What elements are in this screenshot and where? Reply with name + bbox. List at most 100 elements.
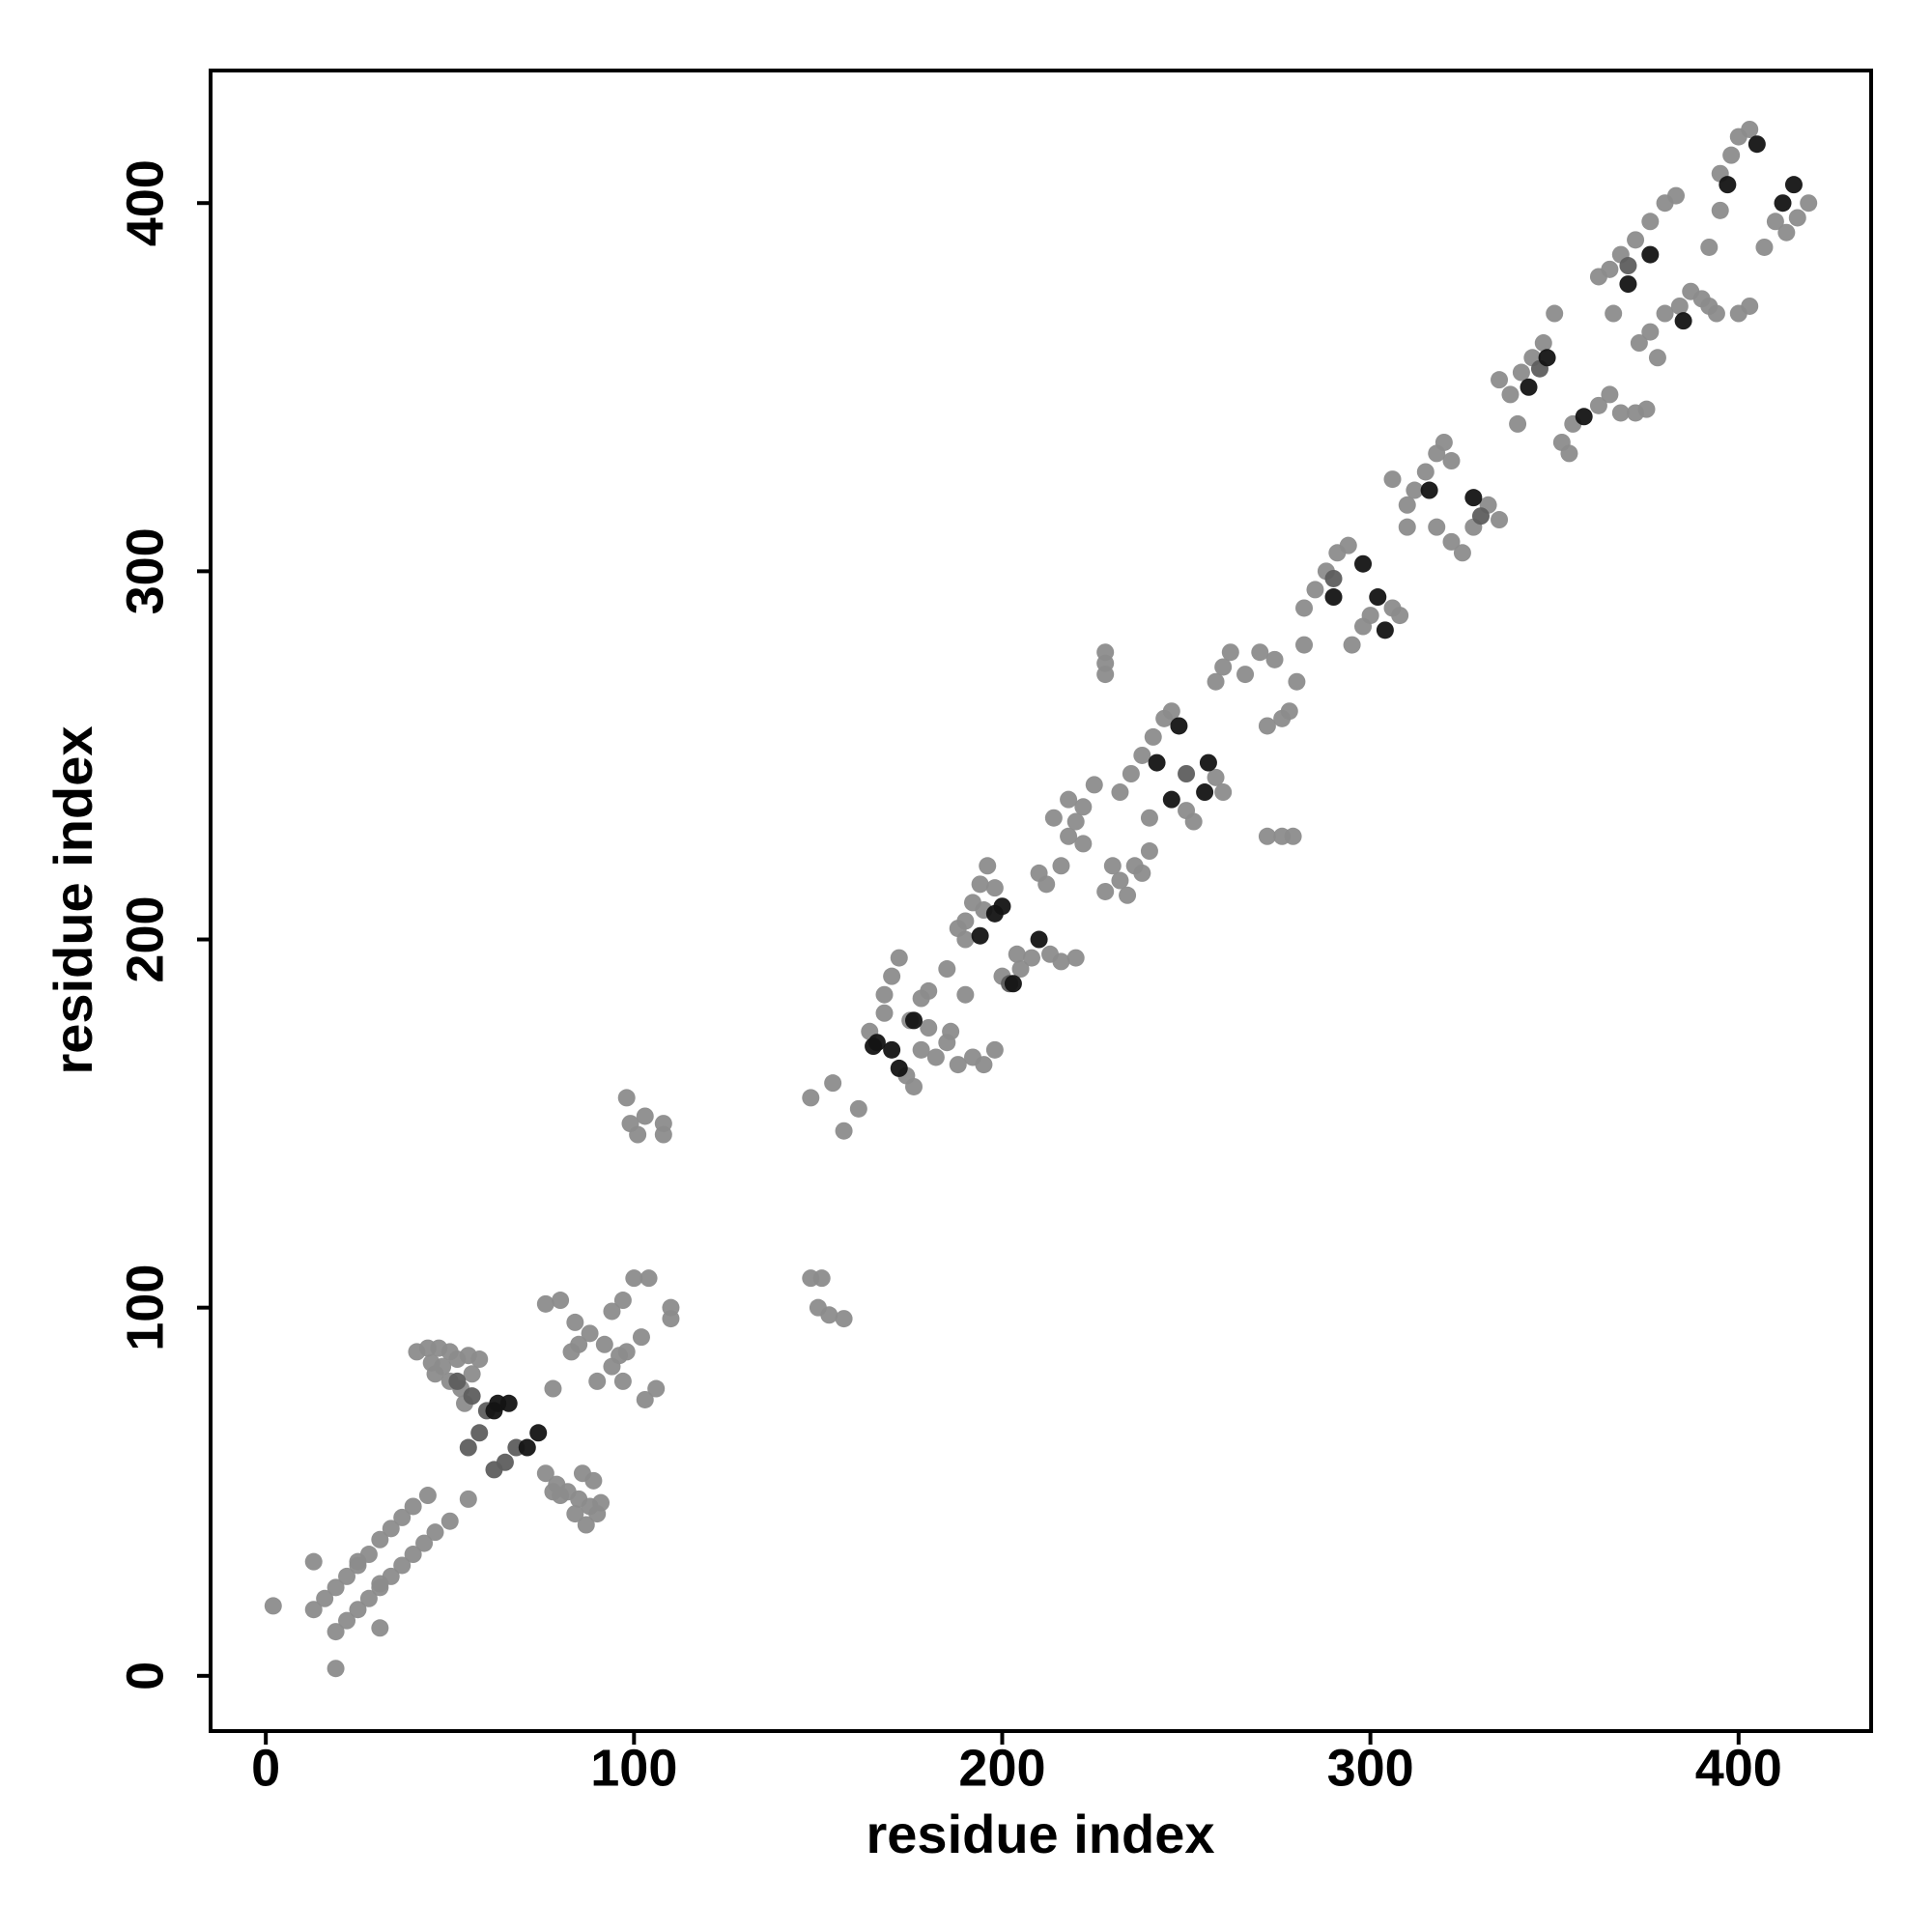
- point: [536, 1464, 554, 1483]
- point: [1008, 945, 1026, 963]
- point: [1258, 717, 1276, 735]
- point: [1044, 809, 1063, 827]
- point: [536, 1294, 554, 1313]
- point: [418, 1487, 437, 1505]
- point: [1711, 201, 1729, 219]
- point: [1236, 666, 1255, 684]
- point: [499, 1394, 518, 1412]
- point: [1391, 607, 1409, 625]
- point: [426, 1365, 444, 1383]
- point: [835, 1310, 853, 1328]
- x-tick-label: 300: [1327, 1739, 1414, 1797]
- y-tick-label: 300: [116, 527, 174, 614]
- point: [1096, 643, 1115, 662]
- y-tick-label: 100: [116, 1264, 174, 1351]
- point: [949, 1056, 967, 1074]
- point: [595, 1335, 613, 1353]
- point: [1207, 672, 1225, 691]
- point: [890, 1059, 908, 1077]
- point: [1630, 334, 1648, 353]
- point: [566, 1313, 584, 1331]
- point: [603, 1302, 621, 1321]
- point: [404, 1546, 422, 1564]
- point: [544, 1483, 562, 1501]
- point: [470, 1350, 489, 1369]
- point: [1670, 297, 1689, 315]
- point: [1416, 463, 1435, 481]
- point: [979, 857, 997, 875]
- point: [865, 1037, 883, 1056]
- point: [1376, 621, 1394, 639]
- point: [1700, 238, 1719, 256]
- point: [1641, 245, 1660, 264]
- point: [1442, 532, 1461, 551]
- point: [588, 1372, 607, 1390]
- point: [1306, 581, 1324, 599]
- point: [327, 1623, 345, 1641]
- point: [371, 1575, 389, 1593]
- point: [393, 1508, 412, 1526]
- point: [304, 1601, 323, 1619]
- point: [1199, 753, 1217, 772]
- point: [1133, 864, 1151, 882]
- point: [824, 1074, 842, 1093]
- point: [349, 1552, 367, 1571]
- point: [459, 1490, 477, 1508]
- point: [647, 1379, 666, 1398]
- point: [1722, 146, 1741, 164]
- point: [1784, 176, 1803, 194]
- y-tick-label: 400: [116, 159, 174, 246]
- point: [1052, 952, 1070, 971]
- point: [1030, 864, 1048, 882]
- point: [849, 1099, 867, 1118]
- point: [552, 1292, 570, 1310]
- point: [875, 1004, 894, 1022]
- point: [1284, 827, 1302, 845]
- point: [956, 930, 975, 949]
- point: [459, 1438, 477, 1457]
- point: [912, 1040, 930, 1059]
- point: [264, 1597, 282, 1615]
- point: [393, 1556, 412, 1575]
- point: [1196, 783, 1214, 802]
- point: [617, 1089, 636, 1107]
- point: [662, 1310, 680, 1328]
- point: [1601, 385, 1619, 404]
- point: [1707, 304, 1725, 323]
- x-tick-label: 100: [590, 1739, 677, 1797]
- point: [812, 1269, 831, 1288]
- point: [371, 1619, 389, 1637]
- point: [639, 1269, 658, 1288]
- point: [1060, 827, 1078, 845]
- point: [1428, 518, 1446, 536]
- point: [581, 1324, 599, 1343]
- point: [1398, 518, 1416, 536]
- point: [654, 1125, 672, 1144]
- point: [1755, 238, 1774, 256]
- point: [938, 960, 956, 979]
- point: [890, 949, 908, 967]
- point: [905, 1077, 923, 1095]
- point: [1534, 334, 1552, 353]
- point: [985, 1040, 1004, 1059]
- point: [1144, 727, 1162, 746]
- point: [883, 967, 901, 985]
- point: [1022, 949, 1040, 967]
- point: [1674, 312, 1692, 330]
- point: [942, 1022, 960, 1040]
- point: [1800, 194, 1818, 213]
- point: [1369, 588, 1387, 607]
- point: [1471, 507, 1490, 526]
- x-axis-label: residue index: [866, 1804, 1214, 1864]
- point: [926, 1048, 945, 1066]
- point: [835, 1122, 853, 1140]
- point: [1627, 231, 1645, 249]
- point: [1575, 408, 1593, 426]
- point: [338, 1611, 356, 1630]
- point: [1184, 812, 1203, 831]
- point: [920, 981, 938, 1000]
- point: [359, 1589, 378, 1607]
- x-tick-label: 200: [958, 1739, 1045, 1797]
